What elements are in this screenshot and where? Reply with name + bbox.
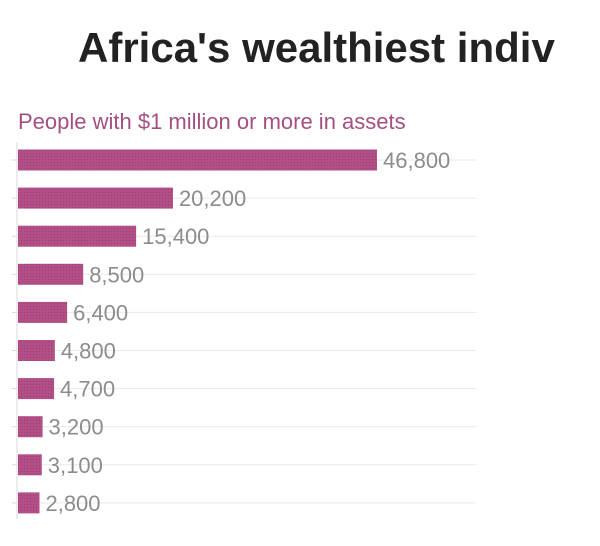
bar [18,263,84,285]
bar-value-label: 6,400 [73,300,128,325]
bar [18,301,68,323]
bar-value-label: 2,800 [45,491,100,516]
bar-value-label: 15,400 [142,224,209,249]
bar-value-label: 4,800 [61,339,116,364]
bar [18,454,42,476]
bar-value-label: 8,500 [89,262,144,287]
bars [18,149,377,514]
bar [18,149,377,171]
bar [18,492,40,514]
chart-subtitle: People with $1 million or more in assets [18,109,406,134]
bar-value-label: 4,700 [60,377,115,402]
bar [18,416,43,438]
value-labels: 46,800 20,200 15,400 8,500 6,400 4,800 4,700 3,… [45,148,450,516]
bar-value-label: 3,200 [49,415,104,440]
bar-value-label: 3,100 [48,453,103,478]
bar [18,378,55,400]
bar-value-label: 20,200 [179,186,246,211]
gridlines [12,159,476,504]
bar-value-label: 46,800 [383,148,450,173]
bar [18,225,137,247]
bar [18,340,55,361]
bar [18,187,173,209]
chart-title: Africa's wealthiest indiv [78,24,555,71]
